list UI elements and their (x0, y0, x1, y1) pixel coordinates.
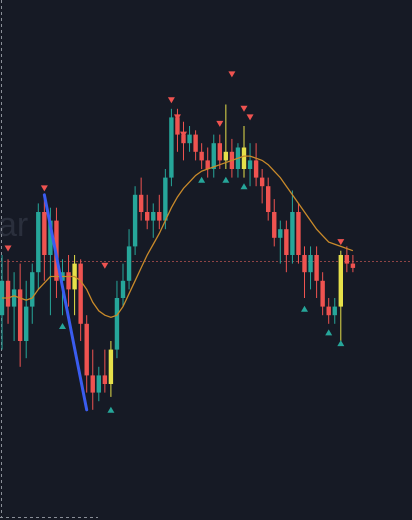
candle-body (139, 195, 143, 212)
candle-body (169, 117, 173, 177)
candle-body (42, 212, 46, 255)
candle-body (339, 255, 343, 307)
candle-body (12, 289, 16, 306)
candle-body (254, 160, 258, 177)
candle-body (187, 135, 191, 144)
candle-body (97, 375, 101, 392)
candle-body (30, 272, 34, 306)
candle-body (260, 178, 264, 187)
candle-body (266, 186, 270, 212)
candle-body (145, 212, 149, 221)
candle-body (345, 255, 349, 264)
candle-body (242, 148, 246, 170)
candle-body (103, 375, 107, 384)
candle-body (115, 298, 119, 350)
candle-body (212, 143, 216, 169)
candle-body (314, 255, 318, 281)
candle-body (308, 255, 312, 272)
candle-body (218, 143, 222, 160)
candle-body (157, 212, 161, 221)
candle-body (278, 229, 282, 238)
chart-watermark: ar (0, 206, 28, 244)
candle-body (320, 281, 324, 307)
candle-body (290, 212, 294, 255)
candle-body (6, 281, 10, 307)
candle-body (24, 307, 28, 341)
candle-body (121, 281, 125, 298)
candle-body (151, 212, 155, 221)
candle-body (127, 246, 131, 280)
candle-body (272, 212, 276, 238)
candle-body (248, 160, 252, 169)
candle-body (163, 178, 167, 221)
candle-body (296, 212, 300, 255)
candle-body (133, 195, 137, 247)
candle (169, 109, 173, 186)
candle (296, 203, 300, 263)
candle-body (333, 307, 337, 316)
candle-body (206, 160, 210, 169)
candle (133, 186, 137, 255)
candle-body (78, 264, 82, 324)
candle-body (91, 375, 95, 392)
candle-body (327, 307, 331, 316)
candle-body (351, 264, 355, 268)
candle-body (109, 350, 113, 384)
candle-body (302, 255, 306, 272)
candle-body (284, 229, 288, 255)
candle-body (85, 324, 89, 376)
candle-body (36, 212, 40, 272)
candle-body (193, 135, 197, 152)
candle-body (224, 152, 228, 161)
candle-body (199, 152, 203, 161)
candle-body (66, 272, 70, 289)
